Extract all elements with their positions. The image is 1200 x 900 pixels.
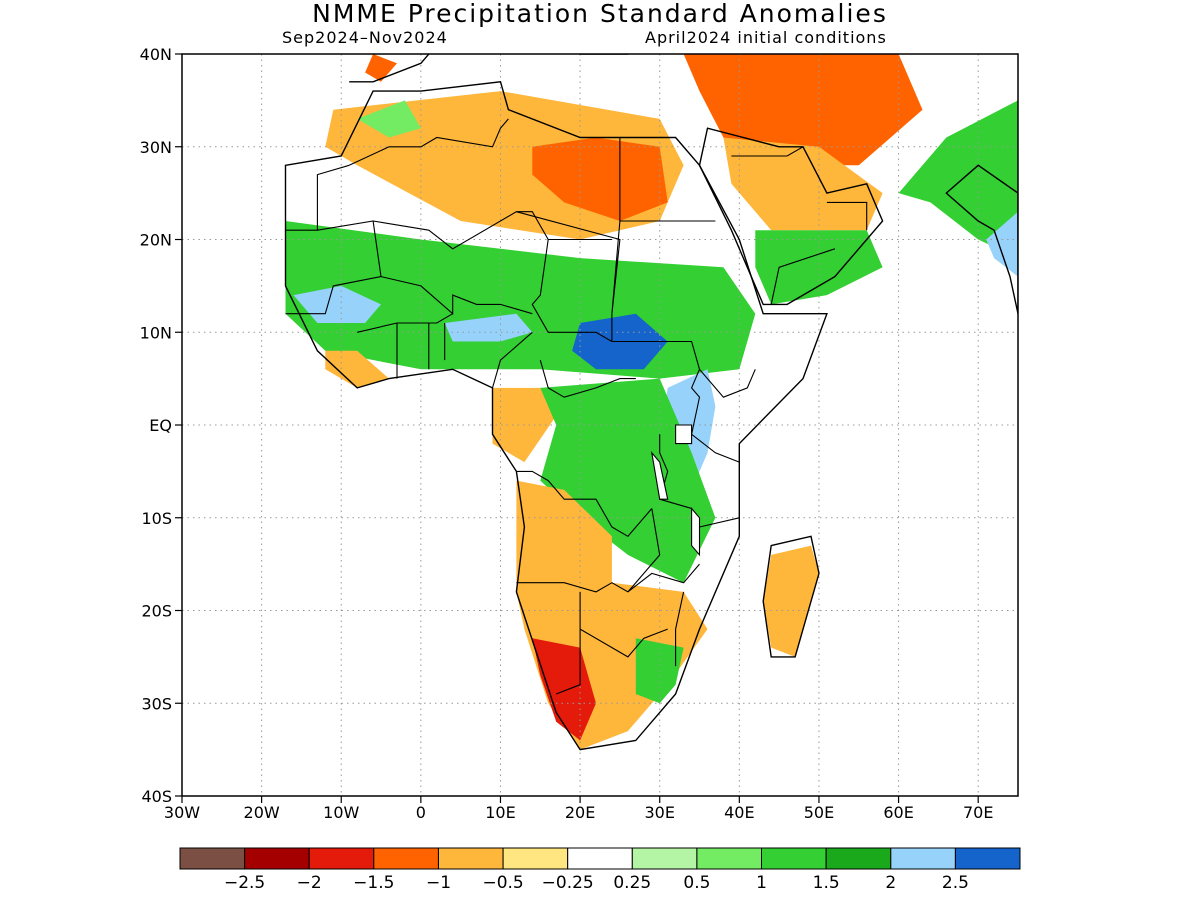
colorbar-swatch xyxy=(567,847,633,870)
colorbar-label: −0.5 xyxy=(482,873,523,893)
initial-conditions: April2024 initial conditions xyxy=(645,28,887,47)
lon-tick-label: 10E xyxy=(485,803,515,822)
colorbar-swatch xyxy=(761,847,827,870)
lat-tick-label: 30S xyxy=(141,694,172,713)
lon-tick-label: 40E xyxy=(724,803,754,822)
lon-tick-label: 70E xyxy=(963,803,993,822)
anomaly-region-mediterranean-north-dry xyxy=(365,54,397,82)
colorbar-label: −2.5 xyxy=(224,873,265,893)
country-border xyxy=(579,628,668,658)
lon-tick-label: 20E xyxy=(565,803,595,822)
colorbar-swatch xyxy=(825,847,892,870)
lon-tick-label: 10W xyxy=(323,803,359,822)
lat-tick-label: 40N xyxy=(140,45,172,64)
lat-tick-label: 20S xyxy=(141,602,172,621)
lon-tick-label: 20W xyxy=(244,803,280,822)
anomaly-region-angola-dry xyxy=(516,480,612,611)
europe-coastline xyxy=(349,54,631,83)
country-border xyxy=(348,118,509,166)
colorbar-label: 1 xyxy=(756,873,767,893)
colorbar-swatch xyxy=(244,847,310,870)
madagascar-coastline xyxy=(762,535,820,658)
lake-malawi xyxy=(691,507,701,557)
colorbar-label: 1.5 xyxy=(813,873,840,893)
anomaly-region-madagascar-dry xyxy=(763,545,819,657)
country-border xyxy=(357,313,453,333)
country-border xyxy=(285,220,382,315)
lon-tick-label: 0 xyxy=(416,803,426,822)
lat-tick-label: 30N xyxy=(140,138,172,157)
anomaly-region-libya-egypt-drier xyxy=(532,137,668,221)
colorbar-swatch xyxy=(438,847,504,870)
colorbar-label: 0.25 xyxy=(613,873,651,893)
colorbar-label: −1 xyxy=(426,873,451,893)
country-border xyxy=(516,563,700,593)
lat-tick-label: 40S xyxy=(141,787,172,806)
anomaly-fill-layer xyxy=(285,54,1018,750)
colorbar-swatch xyxy=(373,847,439,870)
chart-title: NMME Precipitation Standard Anomalies xyxy=(312,0,888,28)
colorbar: −2.5 −2 −1.5 −1 −0.5 −0.25 0.25 0.5 1 1.5 2 2.5 xyxy=(179,847,1021,893)
colorbar-swatch xyxy=(631,847,698,870)
anomaly-region-arabia-south-wet xyxy=(755,230,883,305)
lon-tick-label: 50E xyxy=(804,803,834,822)
india-coastline xyxy=(945,164,1018,314)
anomaly-region-arabia-dry xyxy=(723,137,883,231)
colorbar-swatch xyxy=(502,847,569,870)
anomaly-region-central-sahel-wet xyxy=(444,313,533,342)
country-border xyxy=(826,201,868,231)
country-border xyxy=(516,470,653,538)
anomaly-region-congo-basin-wet xyxy=(540,378,716,583)
lake-tanganyika xyxy=(650,450,669,500)
arabia-coastline xyxy=(698,127,884,306)
colorbar-label: 2 xyxy=(885,873,896,893)
lon-tick-label: 30E xyxy=(644,803,674,822)
colorbar-label: −1.5 xyxy=(353,873,394,893)
anomaly-region-morocco-atlas-wet xyxy=(357,100,421,138)
anomaly-region-india-west-very-wet xyxy=(986,211,1018,277)
coastline-border-layer xyxy=(284,54,1018,751)
anomaly-region-guinea-coast-dry xyxy=(325,350,389,388)
colorbar-label: −2 xyxy=(297,873,322,893)
country-border xyxy=(690,369,740,463)
colorbar-swatch xyxy=(308,847,375,870)
colorbar-label: −0.25 xyxy=(542,873,594,893)
colorbar-label: 0.5 xyxy=(683,873,710,893)
country-border xyxy=(539,359,636,398)
lake-victoria xyxy=(675,424,693,445)
colorbar-swatch xyxy=(890,847,956,870)
colorbar-swatch xyxy=(696,847,763,870)
lon-tick-label: 30W xyxy=(164,803,200,822)
colorbar-label: 2.5 xyxy=(942,873,969,893)
lon-tick-label: 60E xyxy=(883,803,913,822)
africa-coastline xyxy=(284,81,828,751)
lat-tick-label: 10N xyxy=(140,323,172,342)
lat-tick-label: EQ xyxy=(149,416,172,435)
country-border xyxy=(770,248,836,305)
country-border xyxy=(627,508,661,593)
lat-tick-label: 10S xyxy=(141,509,172,528)
country-border xyxy=(611,313,756,398)
country-border xyxy=(556,591,581,695)
colorbar-swatch xyxy=(954,847,1021,870)
anomaly-region-pakistan-india-wet xyxy=(898,100,1018,259)
country-border xyxy=(731,146,804,157)
lat-tick-label: 20N xyxy=(140,231,172,250)
country-border xyxy=(675,591,685,667)
country-border xyxy=(491,331,533,389)
colorbar-swatch xyxy=(179,847,246,870)
forecast-period: Sep2024–Nov2024 xyxy=(282,28,448,47)
country-border xyxy=(531,239,613,342)
country-border xyxy=(380,276,533,315)
country-border xyxy=(285,164,350,231)
